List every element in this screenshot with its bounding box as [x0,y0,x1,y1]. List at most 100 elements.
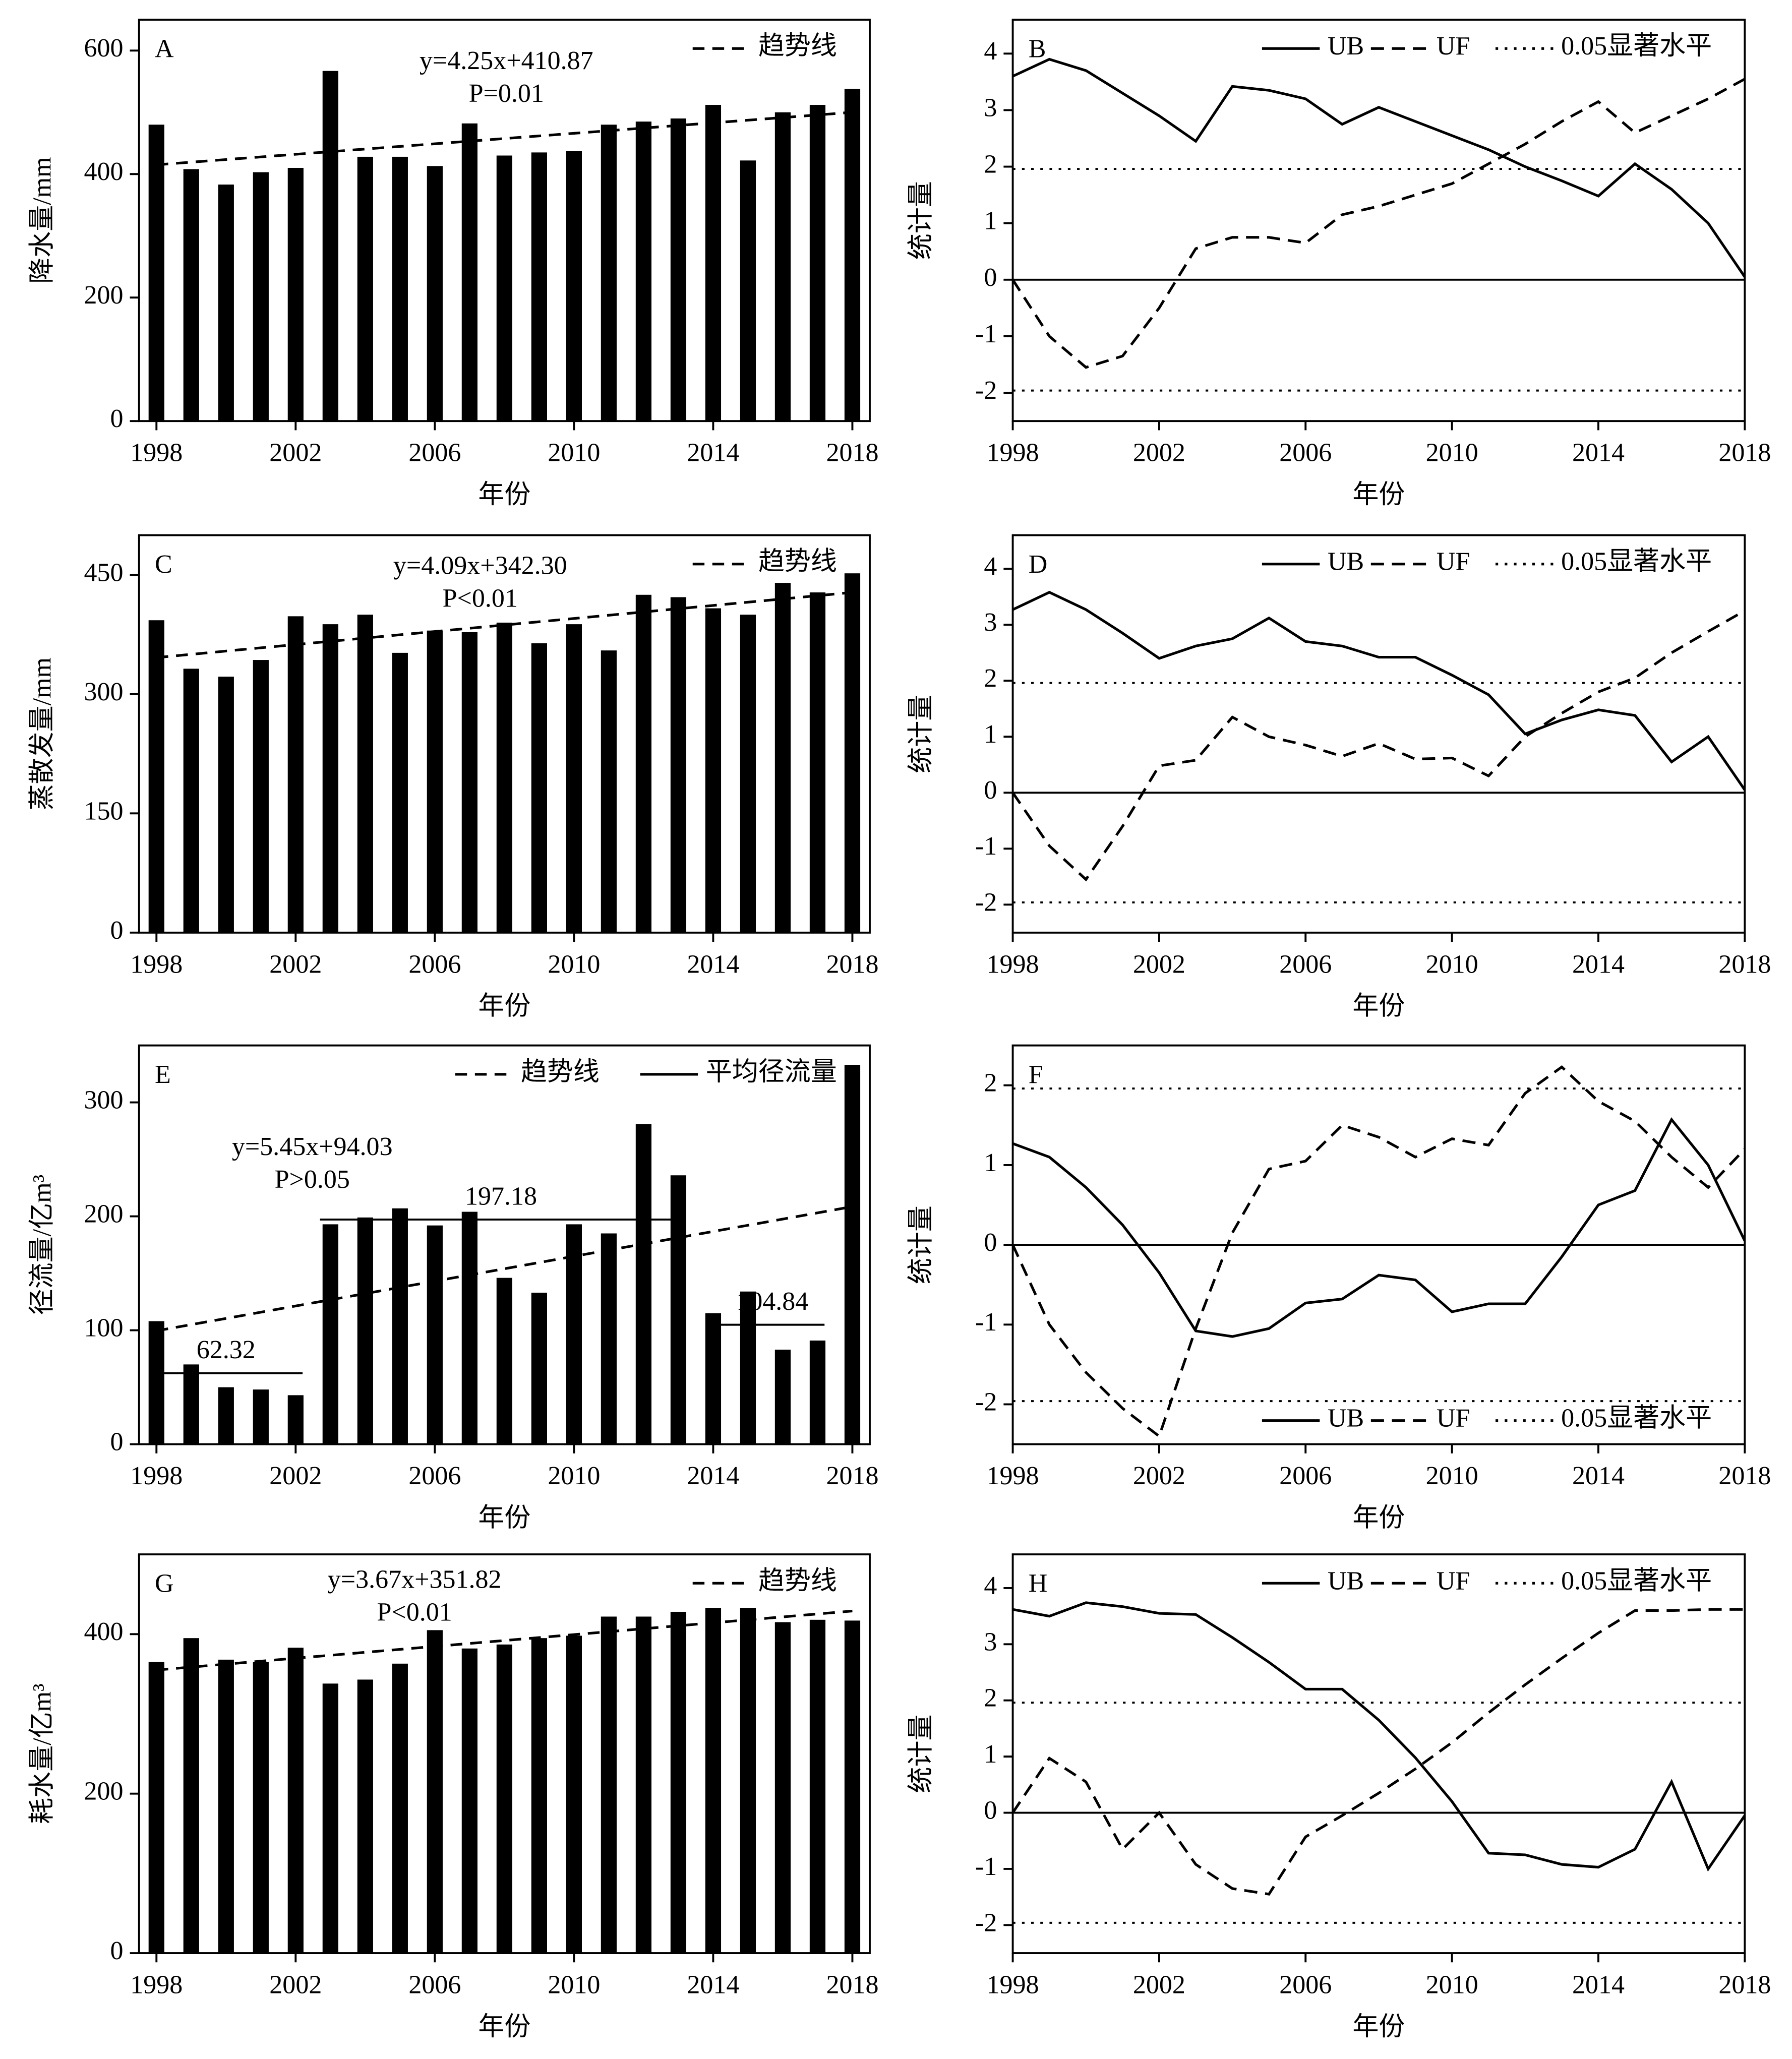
x-tick-label: 2010 [1426,1971,1478,2000]
bar [601,125,617,421]
y-axis-label: 统计量 [907,181,936,260]
y-tick-label: -2 [975,376,997,405]
plot-frame [138,1553,871,1954]
bar [531,643,547,933]
panel-label: C [155,550,172,579]
legend-label: UF [1437,1566,1470,1595]
bar [670,1611,687,1954]
bar [218,1659,234,1954]
bar [844,1065,861,1444]
legend-label: 趋势线 [521,1058,600,1086]
y-tick-label: 0 [984,776,997,805]
y-tick-label: 100 [84,1314,124,1343]
x-tick-label: 2018 [826,950,878,979]
legend-label: UB [1328,32,1364,60]
legend-label: UF [1437,548,1470,576]
x-tick-label: 1998 [130,950,183,979]
y-axis-label: 统计量 [907,1205,936,1284]
y-axis-label: 统计量 [907,695,936,773]
x-tick-label: 2018 [826,439,878,467]
bar [322,71,338,421]
x-tick-label: 2002 [1133,950,1185,979]
bar [253,660,269,933]
annotation: P<0.01 [443,584,518,613]
x-tick-label: 2010 [548,1462,600,1490]
annotation: y=5.45x+94.03 [232,1132,393,1161]
y-tick-label: 3 [984,608,997,637]
y-tick-label: -2 [975,888,997,917]
x-tick-label: 2006 [408,1462,461,1490]
bar [635,594,652,933]
y-axis-label: 蒸散发量/mm [28,657,56,810]
legend-label: UB [1328,1404,1364,1433]
bar [322,624,338,933]
x-axis-label: 年份 [1352,2013,1405,2041]
bar [774,1622,791,1954]
bar [461,1212,477,1444]
x-tick-label: 2002 [1133,439,1185,467]
series-line [1011,1065,1746,1438]
series-line [1012,57,1746,278]
series-line [1012,1117,1746,1338]
bar [218,1387,234,1444]
bar [635,1616,652,1954]
y-axis-label: 降水量/mm [28,157,56,283]
legend-label: 趋势线 [758,1566,837,1595]
y-tick-label: 300 [84,678,124,706]
x-axis-label: 年份 [478,480,530,509]
bar [844,89,861,421]
y-tick-label: 2 [984,664,997,693]
bar [427,1630,443,1954]
y-tick-label: 1 [984,207,997,235]
bar [670,118,687,421]
x-tick-label: 2014 [687,950,739,979]
x-tick-label: 1998 [987,439,1039,467]
y-tick-label: 0 [984,1228,997,1257]
x-tick-label: 1998 [130,439,183,467]
x-tick-label: 1998 [987,1462,1039,1490]
series-line [1011,610,1746,882]
x-tick-label: 2014 [687,439,739,467]
panel-label: G [155,1569,174,1598]
bar [183,169,199,421]
annotation: y=4.25x+410.87 [420,46,593,75]
x-tick-label: 2018 [1718,1971,1771,2000]
x-axis-label: 年份 [478,2013,530,2041]
mean-label: 62.32 [197,1336,256,1364]
bar [461,632,477,933]
y-tick-label: 200 [84,281,124,310]
x-tick-label: 2014 [687,1971,739,2000]
y-tick-label: 200 [84,1777,124,1806]
bar [774,112,791,421]
x-tick-label: 1998 [130,1462,183,1490]
bar [809,592,826,933]
x-tick-label: 1998 [987,950,1039,979]
bar [705,608,722,933]
mean-label: 197.18 [465,1182,537,1210]
y-tick-label: -1 [975,1308,997,1337]
x-tick-label: 2010 [548,439,600,467]
y-tick-label: 400 [84,1617,124,1646]
y-tick-label: -1 [975,1852,997,1881]
bar [601,1616,617,1954]
mean-label: 104.84 [736,1287,808,1316]
y-tick-label: 0 [110,1427,124,1456]
bar [427,1225,443,1444]
bar [740,1608,756,1954]
bar [461,123,477,421]
y-tick-label: -2 [975,1908,997,1937]
y-tick-label: 450 [84,558,124,587]
x-tick-label: 2006 [1279,439,1332,467]
y-tick-label: 3 [984,93,997,122]
legend-label: UF [1437,32,1470,60]
x-tick-label: 2018 [826,1462,878,1490]
y-tick-label: 2 [984,150,997,179]
x-tick-label: 2014 [1572,950,1625,979]
x-tick-label: 2002 [269,1462,322,1490]
bar [357,156,373,421]
y-tick-label: 4 [984,1571,997,1600]
x-tick-label: 2010 [1426,950,1478,979]
x-tick-label: 2010 [548,1971,600,2000]
bar [287,616,304,933]
bar [635,1124,652,1444]
